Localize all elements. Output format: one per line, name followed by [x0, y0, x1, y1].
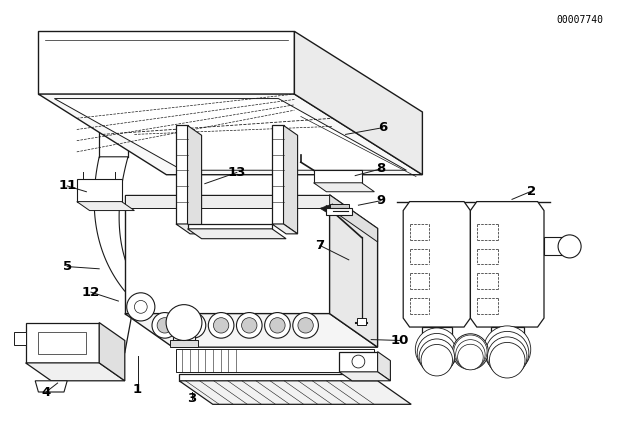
Circle shape	[134, 301, 147, 313]
Polygon shape	[26, 363, 125, 381]
Polygon shape	[544, 237, 570, 255]
Circle shape	[157, 318, 173, 333]
Polygon shape	[491, 327, 524, 349]
Circle shape	[292, 313, 319, 338]
Polygon shape	[77, 179, 122, 202]
Polygon shape	[170, 340, 198, 347]
Text: 6: 6	[378, 121, 387, 134]
Polygon shape	[38, 31, 294, 94]
Circle shape	[452, 334, 488, 370]
Polygon shape	[339, 372, 390, 381]
Polygon shape	[339, 352, 378, 372]
Circle shape	[456, 340, 485, 369]
Polygon shape	[14, 332, 26, 345]
Circle shape	[417, 333, 456, 373]
Polygon shape	[77, 202, 134, 211]
Circle shape	[166, 305, 202, 340]
Polygon shape	[314, 183, 374, 192]
Circle shape	[214, 318, 229, 333]
Text: 12: 12	[82, 285, 100, 299]
Polygon shape	[272, 125, 284, 224]
Circle shape	[209, 313, 234, 338]
Polygon shape	[125, 195, 330, 208]
Polygon shape	[176, 224, 202, 234]
Text: 3: 3	[188, 392, 196, 405]
Circle shape	[352, 355, 365, 368]
Polygon shape	[188, 224, 272, 229]
Circle shape	[186, 318, 201, 333]
Polygon shape	[330, 204, 349, 208]
Polygon shape	[26, 323, 99, 363]
Text: 2: 2	[527, 185, 536, 198]
Polygon shape	[320, 204, 333, 214]
Circle shape	[180, 313, 206, 338]
Polygon shape	[272, 224, 298, 234]
Polygon shape	[125, 314, 378, 347]
Circle shape	[454, 335, 487, 368]
Circle shape	[490, 342, 525, 378]
Polygon shape	[378, 352, 390, 381]
Circle shape	[484, 326, 531, 373]
Circle shape	[458, 344, 483, 370]
Polygon shape	[422, 327, 452, 349]
Polygon shape	[179, 374, 378, 381]
Polygon shape	[99, 323, 125, 381]
Circle shape	[558, 235, 581, 258]
Polygon shape	[94, 157, 141, 291]
Polygon shape	[314, 170, 362, 183]
Text: 00007740: 00007740	[556, 15, 604, 25]
Circle shape	[242, 318, 257, 333]
Circle shape	[152, 313, 178, 338]
Text: 5: 5	[63, 260, 72, 273]
Polygon shape	[357, 318, 366, 325]
Polygon shape	[470, 202, 544, 327]
Polygon shape	[294, 31, 422, 175]
Polygon shape	[54, 99, 406, 170]
Circle shape	[488, 337, 527, 376]
Text: 10: 10	[391, 334, 409, 347]
Text: 8: 8	[376, 162, 385, 176]
Circle shape	[419, 339, 454, 374]
Polygon shape	[284, 125, 298, 234]
Circle shape	[237, 313, 262, 338]
Polygon shape	[330, 195, 378, 242]
Polygon shape	[188, 229, 286, 239]
Text: 9: 9	[376, 194, 385, 207]
Polygon shape	[326, 208, 352, 215]
Polygon shape	[35, 381, 67, 392]
Polygon shape	[176, 125, 188, 224]
Text: 4: 4	[42, 385, 51, 399]
Polygon shape	[125, 195, 330, 314]
Circle shape	[298, 318, 314, 333]
Circle shape	[265, 313, 291, 338]
Text: 1: 1	[133, 383, 142, 396]
Polygon shape	[38, 332, 86, 354]
Polygon shape	[188, 125, 202, 234]
Text: 13: 13	[228, 166, 246, 179]
Circle shape	[421, 345, 452, 376]
Polygon shape	[330, 195, 378, 347]
Text: 11: 11	[58, 179, 76, 193]
Circle shape	[486, 332, 529, 375]
Polygon shape	[38, 94, 422, 175]
Circle shape	[415, 328, 458, 371]
Polygon shape	[403, 202, 470, 327]
Polygon shape	[176, 349, 374, 372]
Polygon shape	[179, 381, 412, 404]
Circle shape	[127, 293, 155, 321]
Polygon shape	[173, 314, 195, 340]
Circle shape	[270, 318, 285, 333]
Text: 7: 7	[316, 239, 324, 252]
